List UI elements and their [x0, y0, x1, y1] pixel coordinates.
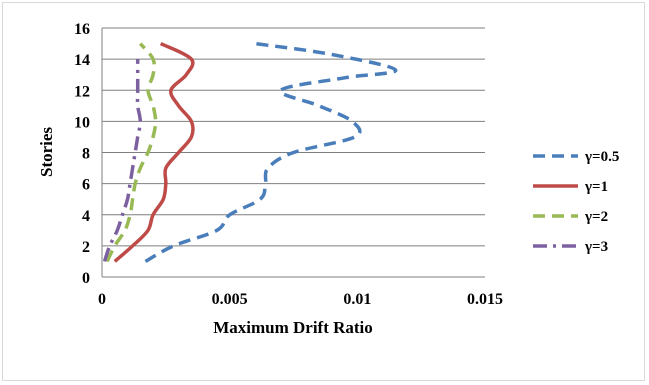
legend-label-4: γ=3 [584, 239, 608, 255]
axes [101, 28, 485, 278]
series-line-2 [113, 42, 195, 263]
y-tick-label: 2 [82, 239, 90, 256]
series-line-3 [105, 42, 158, 263]
x-tick-label: 0 [98, 291, 106, 308]
legend-label-1: γ=0.5 [584, 149, 619, 165]
y-tick-label: 14 [74, 52, 90, 69]
y-tick-label: 12 [74, 83, 90, 100]
x-tick-labels: 0 0.005 0.01 0.015 [98, 291, 503, 308]
series-line-4 [102, 59, 143, 262]
legend: γ=0.5 γ=1 γ=2 γ=3 [533, 149, 619, 255]
y-tick-labels: 0 2 4 6 8 10 12 14 16 [74, 21, 90, 287]
x-axis-title: Maximum Drift Ratio [213, 318, 373, 337]
series-layer [102, 41, 398, 263]
legend-label-3: γ=2 [584, 209, 608, 225]
x-tick-label: 0.01 [343, 291, 371, 308]
chart-frame [2, 2, 645, 381]
x-tick-label: 0.015 [467, 291, 503, 308]
y-axis-title: Stories [37, 127, 56, 177]
y-tick-label: 4 [82, 208, 90, 225]
y-tick-label: 16 [74, 21, 90, 38]
gridlines [102, 27, 485, 247]
y-tick-label: 0 [82, 270, 90, 287]
y-tick-label: 10 [74, 114, 90, 131]
y-tick-label: 8 [82, 146, 90, 163]
y-tick-label: 6 [82, 177, 90, 194]
legend-label-2: γ=1 [584, 179, 608, 195]
x-tick-label: 0.005 [212, 291, 248, 308]
